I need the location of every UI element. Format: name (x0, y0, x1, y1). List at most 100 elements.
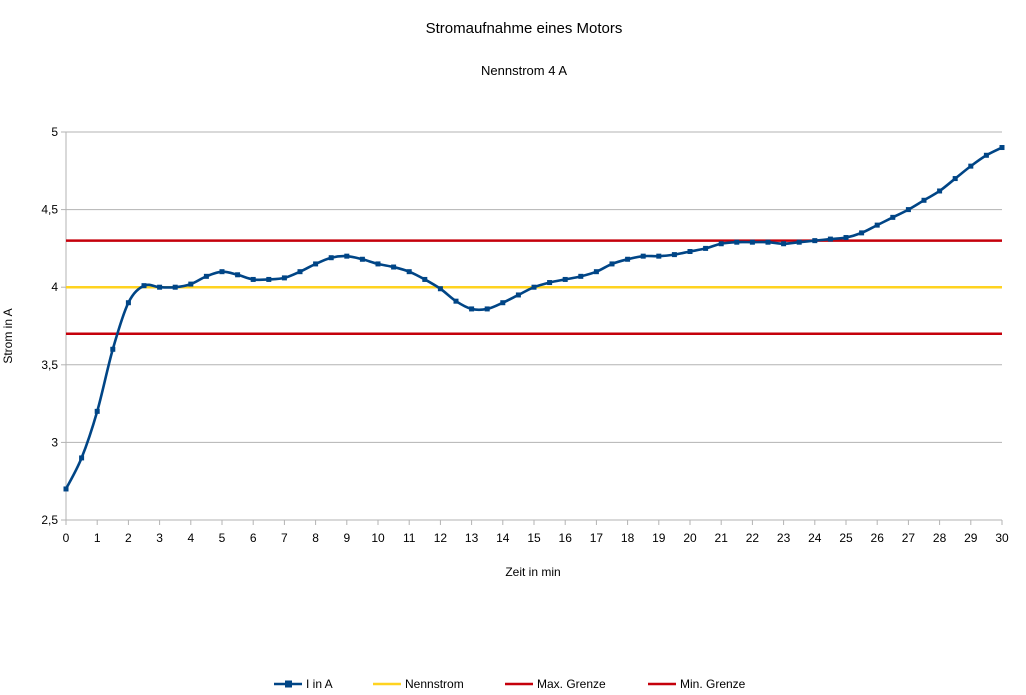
x-tick-label: 22 (746, 531, 760, 545)
x-tick-label: 13 (465, 531, 479, 545)
x-tick-label: 17 (590, 531, 604, 545)
y-tick-label: 4 (51, 280, 58, 294)
legend-item: I in A (274, 677, 333, 691)
data-point (500, 300, 506, 306)
data-point (281, 275, 287, 281)
x-tick-label: 0 (63, 531, 70, 545)
legend-item: Min. Grenze (648, 677, 746, 691)
data-point (437, 286, 443, 292)
y-tick-label: 2,5 (41, 513, 58, 527)
x-tick-label: 1 (94, 531, 101, 545)
data-point (141, 283, 147, 289)
legend: I in A Nennstrom Max. Grenze Min. Grenze (274, 677, 746, 691)
x-tick-label: 27 (902, 531, 916, 545)
data-point (235, 272, 241, 278)
data-point (703, 245, 709, 251)
x-tick-label: 26 (871, 531, 885, 545)
x-tick-label: 20 (683, 531, 697, 545)
data-point (203, 273, 209, 279)
data-point (765, 239, 771, 245)
data-point (578, 273, 584, 279)
y-tick-label: 3 (51, 435, 58, 449)
chart-subtitle: Nennstrom 4 A (481, 63, 567, 78)
y-tick-label: 5 (51, 125, 58, 139)
x-tick-label: 2 (125, 531, 132, 545)
data-point (843, 235, 849, 241)
data-point (859, 230, 865, 236)
data-point (219, 269, 225, 275)
x-tick-label: 21 (715, 531, 729, 545)
x-tick-label: 23 (777, 531, 791, 545)
legend-label: I in A (306, 677, 333, 691)
x-tick-label: 30 (995, 531, 1009, 545)
data-point (344, 253, 350, 259)
data-point (921, 197, 927, 203)
data-point (796, 239, 802, 245)
data-point (375, 261, 381, 267)
data-point (640, 253, 646, 259)
x-tick-label: 15 (527, 531, 541, 545)
x-tick-label: 29 (964, 531, 978, 545)
data-point (968, 163, 974, 169)
data-point (937, 188, 943, 194)
data-point (718, 241, 724, 247)
legend-item: Nennstrom (373, 677, 464, 691)
x-tick-label: 12 (434, 531, 448, 545)
data-point (406, 269, 412, 275)
data-point (749, 239, 755, 245)
data-point (671, 252, 677, 258)
legend-label: Max. Grenze (537, 677, 606, 691)
data-point (313, 261, 319, 267)
x-tick-label: 16 (559, 531, 573, 545)
data-point (687, 249, 693, 255)
data-point (125, 300, 131, 306)
x-tick-label: 25 (839, 531, 853, 545)
legend-marker (285, 680, 292, 688)
data-point (952, 176, 958, 182)
data-point (562, 276, 568, 282)
data-point (625, 256, 631, 262)
data-point (905, 207, 911, 213)
x-tick-label: 18 (621, 531, 635, 545)
legend-item: Max. Grenze (505, 677, 606, 691)
data-point (999, 145, 1005, 151)
legend-label: Nennstrom (405, 677, 464, 691)
x-tick-label: 7 (281, 531, 288, 545)
data-point (874, 222, 880, 228)
x-tick-label: 4 (187, 531, 194, 545)
data-point (515, 292, 521, 298)
data-point (172, 284, 178, 290)
x-tick-label: 19 (652, 531, 666, 545)
x-tick-label: 8 (312, 531, 319, 545)
data-point (266, 276, 272, 282)
data-point (812, 238, 818, 244)
data-point (422, 276, 428, 282)
data-point (484, 306, 490, 312)
data-point (547, 280, 553, 286)
x-tick-label: 9 (343, 531, 350, 545)
data-point (328, 255, 334, 261)
data-point (609, 261, 615, 267)
data-point (781, 241, 787, 247)
y-axis-label: Strom in A (1, 308, 15, 363)
series-layer (64, 146, 1003, 490)
chart-title: Stromaufnahme eines Motors (426, 20, 623, 37)
data-point (79, 455, 85, 461)
data-point (110, 346, 116, 352)
data-point (469, 306, 475, 312)
data-point (827, 236, 833, 242)
y-tick-label: 4,5 (41, 203, 58, 217)
data-point (94, 408, 100, 414)
y-tick-label: 3,5 (41, 358, 58, 372)
data-point (531, 284, 537, 290)
data-point (453, 298, 459, 304)
data-point (983, 152, 989, 158)
markers (63, 145, 1005, 492)
data-point (656, 253, 662, 259)
data-point (157, 284, 163, 290)
x-tick-label: 11 (403, 531, 416, 545)
data-point (250, 276, 256, 282)
axes (61, 131, 1003, 525)
data-point (734, 239, 740, 245)
